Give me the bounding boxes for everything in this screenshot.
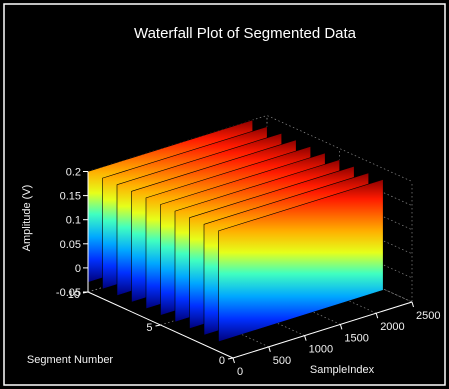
figure-border (3, 3, 446, 386)
y-tick-label-2: 10 (68, 289, 80, 301)
z-tick-label-0: -0.05 (56, 287, 81, 299)
axes-layer: 0 500 1000 1500 2000 2500 0 5 10-0.05 0 0.05 0.1 0.1… (56, 167, 441, 379)
x-axis-label: SampleIndex (310, 364, 375, 376)
y-tick-label-1: 5 (146, 322, 152, 334)
z-tick-label-4: 0.15 (60, 191, 81, 203)
x-tick-mark-3 (339, 324, 343, 330)
y-tick-label-0: 0 (219, 355, 225, 367)
z-tick-label-3: 0.1 (66, 215, 81, 227)
y-tick-mark-1 (155, 324, 161, 327)
y-axis-label: Segment Number (27, 354, 114, 366)
x-tick-mark-2 (304, 335, 307, 341)
z-tick-label-2: 0.05 (60, 239, 81, 251)
chart-title: Waterfall Plot of Segmented Data (134, 25, 357, 42)
x-tick-mark-1 (268, 346, 271, 352)
z-tick-label-1: 0 (75, 263, 81, 275)
z-axis-label: Amplitude (V) (21, 185, 33, 252)
z-tick-label-5: 0.2 (66, 167, 81, 179)
x-tick-label-0: 0 (237, 366, 243, 378)
y-tick-mark-0 (227, 357, 234, 360)
x-tick-label-5: 2500 (416, 310, 440, 322)
x-tick-label-4: 2000 (380, 321, 404, 333)
x-tick-mark-4 (375, 313, 379, 319)
x-tick-label-1: 500 (273, 355, 291, 367)
x-axis-line (232, 301, 413, 359)
segments-layer (87, 119, 384, 343)
x-tick-mark-0 (232, 357, 235, 364)
x-tick-label-2: 1000 (309, 344, 333, 356)
x-tick-label-3: 1500 (344, 332, 368, 344)
x-tick-mark-5 (411, 301, 414, 308)
segment-1 (218, 178, 384, 343)
